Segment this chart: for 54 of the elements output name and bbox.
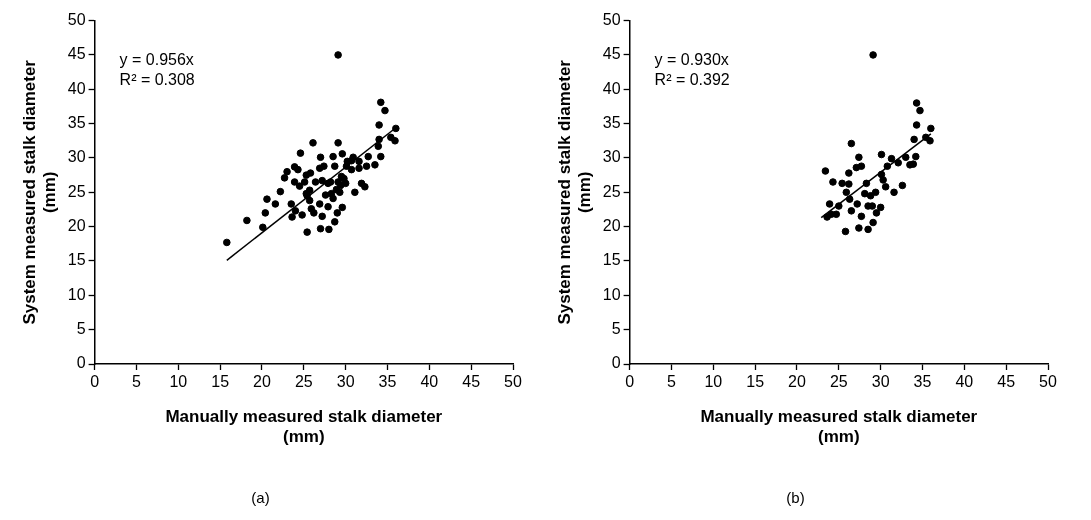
x-tick-label: 25: [829, 373, 848, 391]
y-tick-label: 0: [76, 354, 86, 372]
x-tick-label: 50: [504, 373, 522, 391]
x-tick-label: 40: [955, 373, 974, 391]
y-tick-label: 45: [602, 45, 621, 63]
x-tick-label: 45: [997, 373, 1016, 391]
x-tick-label: 25: [294, 373, 313, 391]
x-tick-label: 15: [211, 373, 230, 391]
x-tick-label: 20: [788, 373, 806, 391]
y-axis-title: System measured stalk diameter (mm): [554, 59, 595, 325]
y-tick-label: 35: [67, 114, 86, 132]
y-tick-label: 5: [76, 320, 86, 338]
x-tick-label: 5: [666, 373, 676, 391]
y-tick-label: 45: [67, 45, 86, 63]
x-tick-label: 40: [420, 373, 439, 391]
x-tick-label: 10: [704, 373, 723, 391]
y-tick-label: 30: [602, 148, 621, 166]
y-tick-label: 15: [602, 251, 621, 269]
annotation: R² = 0.392: [654, 71, 730, 89]
x-tick-label: 35: [913, 373, 932, 391]
x-tick-label: 10: [169, 373, 188, 391]
x-tick-label: 45: [462, 373, 481, 391]
y-tick-label: 40: [67, 79, 86, 97]
x-tick-label: 0: [625, 373, 635, 391]
y-axis-title: System measured stalk diameter (mm): [19, 59, 60, 325]
annotation: y = 0.956x: [119, 51, 194, 69]
y-tick-label: 30: [67, 148, 86, 166]
text: (a): [251, 489, 270, 507]
x-tick-label: 5: [131, 373, 141, 391]
x-tick-label: 35: [378, 373, 397, 391]
y-tick-label: 40: [602, 79, 621, 97]
y-tick-label: 20: [67, 217, 86, 235]
x-axis-title: Manually measured stalk diameter (mm): [700, 407, 978, 447]
x-tick-label: 50: [1039, 373, 1057, 391]
x-axis-title: Manually measured stalk diameter (mm): [165, 407, 443, 447]
y-tick-label: 25: [602, 182, 621, 200]
y-tick-label: 25: [67, 182, 86, 200]
annotation: y = 0.930x: [654, 51, 729, 69]
y-tick-label: 5: [611, 320, 621, 338]
x-tick-label: 30: [336, 373, 355, 391]
x-tick-label: 15: [746, 373, 765, 391]
x-tick-label: 20: [253, 373, 271, 391]
y-tick-label: 10: [602, 285, 621, 303]
x-tick-label: 0: [90, 373, 100, 391]
x-tick-label: 30: [871, 373, 890, 391]
annotation: R² = 0.308: [119, 71, 195, 89]
y-tick-label: 50: [602, 11, 621, 29]
text: (b): [786, 489, 805, 507]
y-tick-label: 15: [67, 251, 86, 269]
y-tick-label: 20: [602, 217, 621, 235]
y-tick-label: 0: [611, 354, 621, 372]
y-tick-label: 10: [67, 285, 86, 303]
y-tick-label: 50: [67, 11, 86, 29]
y-tick-label: 35: [602, 114, 621, 132]
